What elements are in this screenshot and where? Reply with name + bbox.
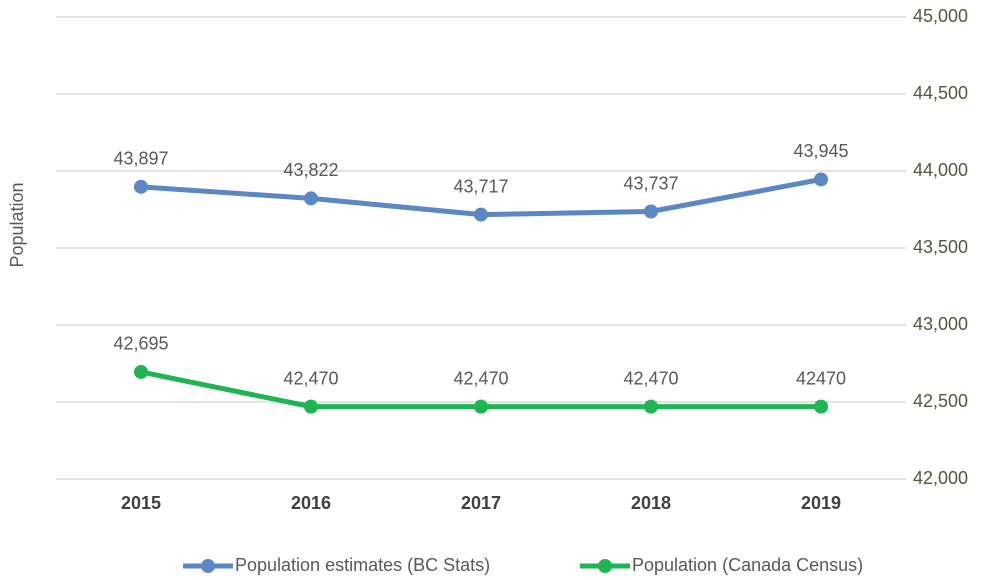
data-point: [814, 399, 828, 414]
legend-label: Population estimates (BC Stats): [235, 555, 490, 575]
data-point: [814, 172, 828, 187]
data-point: [474, 207, 488, 222]
data-label: 43,897: [113, 149, 168, 169]
y-tick-label: 43,000: [913, 314, 968, 334]
data-point: [134, 179, 148, 194]
legend-marker: [598, 559, 612, 573]
y-tick-label: 45,000: [913, 6, 968, 26]
data-label: 42470: [796, 368, 846, 388]
y-tick-label: 42,000: [913, 468, 968, 488]
data-label: 43,822: [283, 160, 338, 180]
data-label: 43,945: [793, 141, 848, 161]
data-label: 42,470: [453, 368, 508, 388]
data-point: [134, 364, 148, 379]
x-tick-label: 2016: [291, 493, 331, 513]
data-point: [304, 191, 318, 206]
data-label: 42,470: [283, 368, 338, 388]
y-tick-label: 42,500: [913, 391, 968, 411]
legend-label: Population (Canada Census): [632, 555, 863, 575]
x-tick-label: 2015: [121, 493, 161, 513]
data-label: 42,470: [623, 368, 678, 388]
x-tick-label: 2017: [461, 493, 501, 513]
x-tick-label: 2019: [801, 493, 841, 513]
y-tick-label: 43,500: [913, 237, 968, 257]
data-point: [474, 399, 488, 414]
y-axis-label: Population: [7, 182, 27, 267]
data-label: 43,717: [453, 176, 508, 196]
data-label: 43,737: [623, 173, 678, 193]
data-point: [644, 399, 658, 414]
data-point: [644, 204, 658, 219]
x-tick-label: 2018: [631, 493, 671, 513]
legend-marker: [201, 559, 215, 573]
y-tick-label: 44,500: [913, 83, 968, 103]
data-point: [304, 399, 318, 414]
y-tick-label: 44,000: [913, 160, 968, 180]
data-label: 42,695: [113, 334, 168, 354]
